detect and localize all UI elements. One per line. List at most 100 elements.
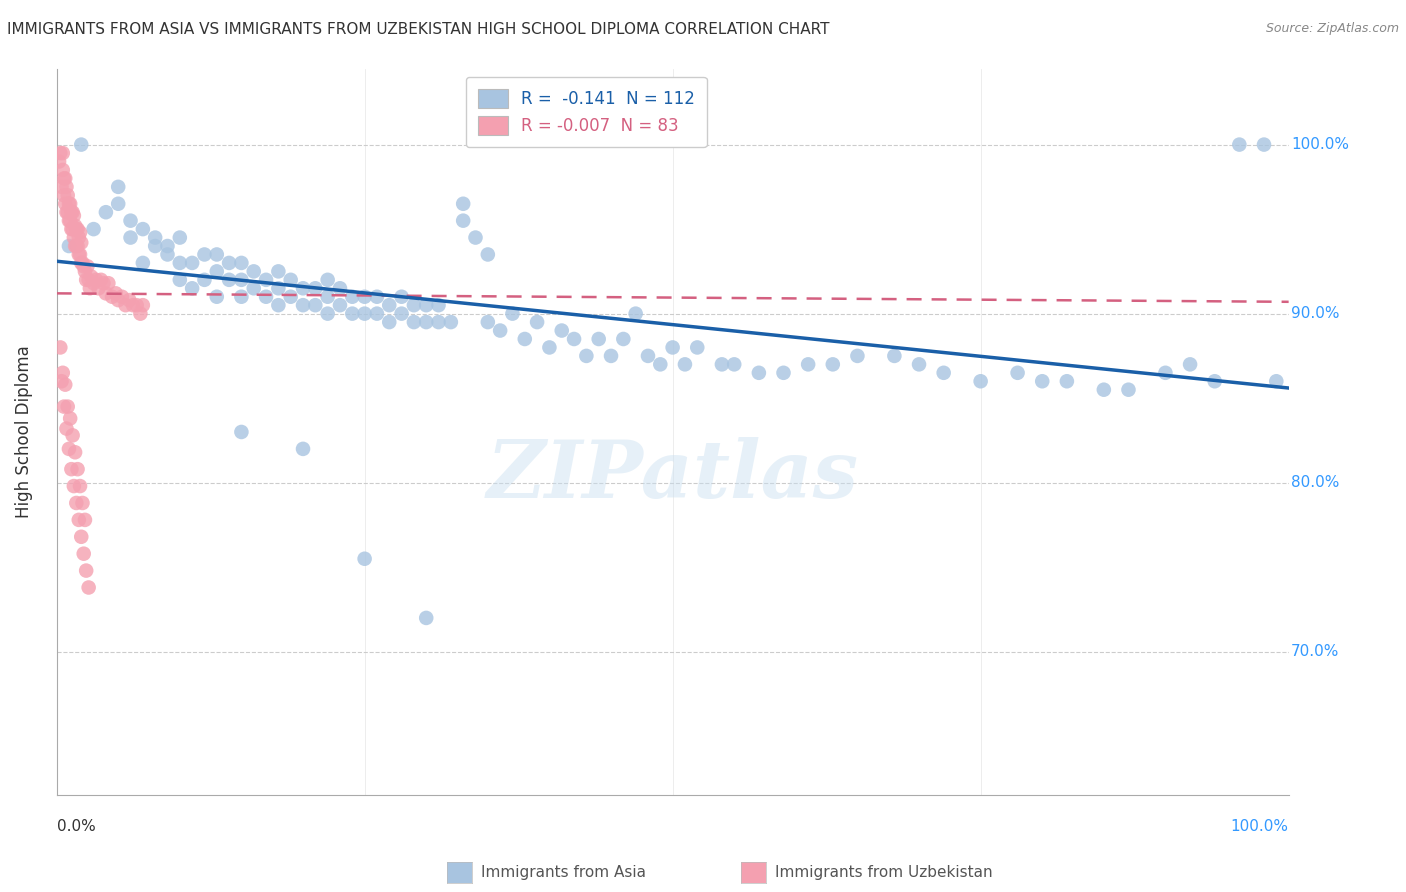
Point (205, 290, 228, 304)
Point (292, 281, 315, 295)
Point (748, 366, 770, 380)
Point (58, 196, 80, 211)
Point (797, 357, 820, 371)
Point (846, 349, 869, 363)
Point (661, 341, 683, 355)
Point (53, 171, 76, 186)
Point (353, 290, 375, 304)
Point (143, 230, 166, 244)
Point (65, 496, 87, 510)
Point (366, 307, 388, 321)
Point (63, 230, 86, 244)
Point (551, 324, 574, 338)
Point (56, 400, 79, 414)
Text: 100.0%: 100.0% (1291, 137, 1350, 153)
Point (84, 273, 107, 287)
Point (94, 286, 117, 301)
Point (1056, 374, 1078, 388)
Point (169, 273, 191, 287)
Point (193, 273, 215, 287)
Point (70, 256, 93, 270)
Point (59, 213, 82, 227)
Point (75, 273, 97, 287)
Point (69, 226, 91, 240)
Point (254, 273, 277, 287)
Point (169, 230, 191, 244)
Text: 100.0%: 100.0% (1230, 819, 1289, 834)
Point (49, 146, 72, 161)
Point (562, 332, 585, 346)
Point (60, 222, 83, 236)
Point (53, 377, 76, 392)
Point (51, 179, 73, 194)
Point (65, 222, 87, 236)
Point (477, 247, 499, 261)
Point (62, 222, 84, 236)
Point (908, 357, 931, 371)
Point (104, 286, 127, 301)
Point (304, 281, 326, 295)
Point (205, 264, 228, 278)
Point (122, 298, 145, 312)
Point (52, 146, 75, 161)
Text: 70.0%: 70.0% (1291, 644, 1340, 659)
Point (415, 315, 437, 329)
Point (280, 273, 302, 287)
Point (1227, 137, 1250, 152)
Point (427, 298, 450, 312)
Point (710, 357, 733, 371)
Text: IMMIGRANTS FROM ASIA VS IMMIGRANTS FROM UZBEKISTAN HIGH SCHOOL DIPLOMA CORRELATI: IMMIGRANTS FROM ASIA VS IMMIGRANTS FROM … (7, 22, 830, 37)
Point (132, 222, 155, 236)
Point (70, 530, 93, 544)
Point (66, 239, 89, 253)
Point (63, 219, 86, 233)
Point (132, 256, 155, 270)
Point (231, 273, 253, 287)
Point (52, 366, 75, 380)
Point (637, 349, 659, 363)
Point (329, 298, 352, 312)
Point (242, 281, 264, 295)
Point (501, 307, 523, 321)
Point (55, 421, 77, 435)
Point (55, 205, 77, 219)
Point (120, 213, 142, 227)
Point (107, 196, 129, 211)
Point (70, 235, 93, 250)
Y-axis label: High School Diploma: High School Diploma (15, 345, 32, 518)
Point (883, 349, 905, 363)
Point (686, 341, 709, 355)
Point (53, 188, 76, 202)
Point (63, 239, 86, 253)
Point (125, 298, 148, 312)
Point (62, 205, 84, 219)
Point (56, 188, 79, 202)
Point (1204, 374, 1226, 388)
Point (477, 315, 499, 329)
Point (723, 357, 745, 371)
Point (107, 293, 129, 307)
Point (1118, 383, 1140, 397)
Text: Immigrants from Asia: Immigrants from Asia (481, 865, 645, 880)
Point (772, 366, 794, 380)
Point (76, 260, 98, 274)
Point (169, 256, 191, 270)
Point (56, 205, 79, 219)
Point (588, 332, 610, 346)
Point (254, 290, 277, 304)
Point (218, 256, 240, 270)
Point (969, 374, 991, 388)
Point (90, 273, 112, 287)
Point (451, 196, 474, 211)
Text: Source: ZipAtlas.com: Source: ZipAtlas.com (1265, 22, 1399, 36)
Point (67, 513, 90, 527)
Point (114, 298, 136, 312)
Point (79, 281, 101, 295)
Point (181, 281, 204, 295)
Point (83, 222, 105, 236)
Point (60, 205, 83, 219)
Point (1092, 383, 1115, 397)
Point (156, 247, 179, 261)
Point (55, 179, 77, 194)
Point (83, 276, 105, 290)
